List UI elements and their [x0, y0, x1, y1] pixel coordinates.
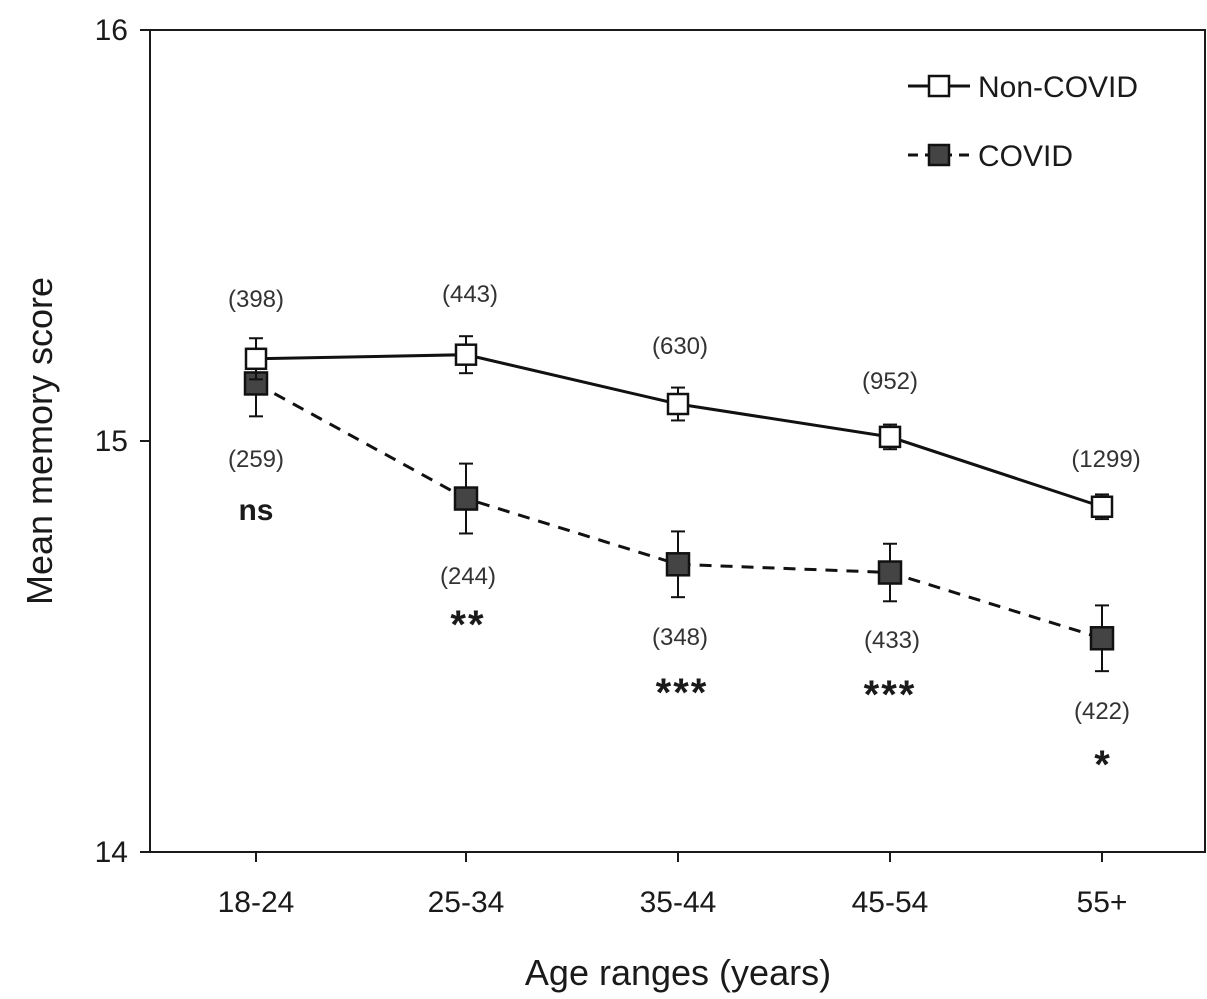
- sample-size-label-non-covid: (398): [228, 286, 284, 313]
- y-axis-title: Mean memory score: [19, 277, 60, 605]
- data-point-non-covid: [1090, 495, 1114, 519]
- x-tick-label: 45-54: [852, 886, 929, 919]
- data-point-non-covid: [666, 392, 690, 416]
- significance-label: *: [1094, 743, 1112, 787]
- significance-label: ns: [238, 494, 273, 527]
- series-layer: [243, 335, 1115, 673]
- data-point-covid: [877, 560, 903, 585]
- data-point-non-covid: [454, 343, 478, 366]
- legend-label-non-covid: Non-COVID: [978, 71, 1138, 104]
- sample-size-label-covid: (259): [228, 446, 284, 473]
- significance-label: ***: [864, 673, 917, 717]
- legend-marker-covid: [927, 143, 951, 167]
- sample-size-label-covid: (244): [440, 563, 496, 590]
- data-point-covid: [665, 552, 691, 577]
- axes: 14 15 16 18-24 25-34 35-44 45-54 55+: [95, 14, 1128, 919]
- y-tick-label: 14: [95, 836, 128, 869]
- y-tick-label: 16: [95, 14, 128, 47]
- x-tick-label: 18-24: [218, 886, 295, 919]
- sample-size-label-non-covid: (1299): [1071, 446, 1140, 473]
- legend-marker-non-covid: [927, 74, 951, 98]
- annotations-layer: (398) (443) (630) (952) (1299) (259) (244) (348…: [228, 281, 1141, 787]
- sample-size-label-non-covid: (443): [442, 281, 498, 308]
- legend: Non-COVID COVID: [908, 71, 1138, 173]
- sample-size-label-non-covid: (630): [652, 333, 708, 360]
- x-tick-label: 25-34: [428, 886, 505, 919]
- x-axis-title: Age ranges (years): [525, 952, 831, 993]
- sample-size-label-covid: (348): [652, 624, 708, 651]
- data-point-covid: [453, 486, 479, 511]
- plot-area: [149, 29, 1206, 853]
- data-point-covid: [1089, 626, 1115, 651]
- x-tick-label: 55+: [1077, 886, 1128, 919]
- data-point-non-covid: [878, 425, 902, 449]
- y-tick-label: 15: [95, 425, 128, 458]
- significance-label: ***: [656, 671, 709, 715]
- legend-label-covid: COVID: [978, 140, 1073, 173]
- significance-label: **: [450, 603, 485, 647]
- sample-size-label-covid: (422): [1074, 698, 1130, 725]
- x-tick-label: 35-44: [640, 886, 717, 919]
- data-point-non-covid: [244, 347, 268, 371]
- sample-size-label-non-covid: (952): [862, 368, 918, 395]
- sample-size-label-covid: (433): [864, 627, 920, 654]
